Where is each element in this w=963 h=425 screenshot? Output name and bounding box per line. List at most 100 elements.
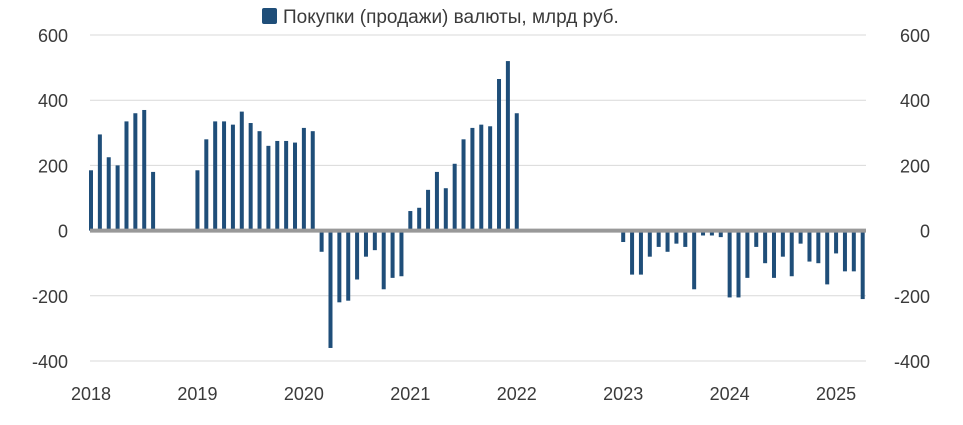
bar bbox=[807, 230, 812, 262]
bar bbox=[319, 230, 324, 252]
bar bbox=[638, 230, 643, 275]
y-tick-label-right: -400 bbox=[894, 352, 930, 372]
bar bbox=[647, 230, 652, 257]
bar bbox=[727, 230, 732, 298]
bar bbox=[674, 230, 679, 244]
bar bbox=[372, 230, 377, 251]
legend-swatch bbox=[262, 8, 277, 24]
bar bbox=[355, 230, 360, 280]
bar bbox=[665, 230, 670, 252]
bar bbox=[204, 139, 209, 231]
bar bbox=[692, 230, 697, 290]
bar bbox=[363, 230, 368, 257]
bar bbox=[89, 170, 93, 231]
bar bbox=[683, 230, 688, 247]
bar bbox=[275, 140, 280, 231]
bar bbox=[266, 145, 271, 231]
bar bbox=[842, 230, 847, 272]
bar bbox=[630, 230, 635, 275]
bar bbox=[443, 188, 448, 231]
bar bbox=[709, 230, 714, 236]
x-tick-label: 2023 bbox=[603, 384, 643, 404]
y-tick-label-left: 400 bbox=[38, 91, 68, 111]
bar bbox=[239, 111, 244, 231]
bar bbox=[479, 124, 484, 231]
bar bbox=[222, 121, 227, 231]
y-tick-label-right: 600 bbox=[900, 26, 930, 46]
y-tick-label-left: 200 bbox=[38, 156, 68, 176]
y-tick-label-right: 400 bbox=[900, 91, 930, 111]
bar bbox=[346, 230, 351, 301]
bar bbox=[860, 230, 865, 300]
bar bbox=[124, 121, 129, 231]
bar bbox=[213, 121, 218, 231]
y-tick-label-right: 0 bbox=[920, 222, 930, 242]
bar bbox=[142, 109, 147, 231]
bar bbox=[310, 131, 315, 231]
bar bbox=[497, 79, 502, 231]
bar bbox=[745, 230, 750, 278]
bar bbox=[798, 230, 803, 244]
bar bbox=[151, 171, 156, 231]
bar bbox=[763, 230, 768, 264]
y-tick-label-left: 600 bbox=[38, 26, 68, 46]
bar bbox=[337, 230, 342, 303]
bar bbox=[390, 230, 395, 278]
bar bbox=[293, 142, 298, 231]
bar bbox=[656, 230, 661, 247]
bar bbox=[470, 127, 475, 231]
y-tick-label-right: -200 bbox=[894, 287, 930, 307]
bar bbox=[701, 230, 706, 236]
y-tick-label-left: -200 bbox=[32, 287, 68, 307]
legend: Покупки (продажи) валюты, млрд руб. bbox=[262, 7, 619, 28]
bar bbox=[514, 113, 519, 231]
bar bbox=[736, 230, 741, 298]
bar bbox=[834, 230, 839, 254]
bar bbox=[789, 230, 794, 277]
bar bbox=[97, 134, 102, 231]
bar bbox=[816, 230, 821, 264]
bar bbox=[771, 230, 776, 278]
bar bbox=[248, 123, 253, 231]
bar bbox=[452, 163, 457, 231]
bar bbox=[488, 126, 493, 231]
x-tick-label: 2022 bbox=[497, 384, 537, 404]
x-axis: 2018 2019 2020 2021 2022 2023 2024 2025 bbox=[71, 384, 856, 404]
bar bbox=[381, 230, 386, 290]
x-tick-label: 2019 bbox=[177, 384, 217, 404]
bar bbox=[284, 140, 289, 231]
bar bbox=[195, 170, 200, 231]
x-tick-label: 2024 bbox=[710, 384, 750, 404]
bars bbox=[89, 61, 865, 348]
y-tick-label-left: -400 bbox=[32, 352, 68, 372]
bar bbox=[408, 211, 413, 231]
bar bbox=[230, 124, 235, 231]
legend-label: Покупки (продажи) валюты, млрд руб. bbox=[283, 7, 619, 28]
bar bbox=[115, 165, 120, 231]
bar bbox=[621, 230, 626, 243]
x-tick-label: 2020 bbox=[284, 384, 324, 404]
bar bbox=[434, 171, 439, 231]
bar bbox=[851, 230, 856, 272]
y-tick-label-left: 0 bbox=[58, 222, 68, 242]
bar bbox=[754, 230, 759, 247]
bar bbox=[718, 230, 723, 238]
bar bbox=[301, 127, 306, 231]
bar bbox=[505, 61, 510, 231]
y-axis-left: 600 400 200 0 -200 -400 bbox=[32, 26, 68, 372]
bar bbox=[399, 230, 404, 277]
bar bbox=[461, 139, 466, 231]
bar bbox=[106, 157, 111, 231]
bar bbox=[257, 131, 262, 231]
y-tick-label-right: 200 bbox=[900, 156, 930, 176]
bar bbox=[426, 189, 431, 231]
bar bbox=[417, 207, 422, 231]
bar bbox=[133, 113, 138, 231]
bar bbox=[328, 230, 333, 348]
x-tick-label: 2021 bbox=[390, 384, 430, 404]
x-tick-label: 2018 bbox=[71, 384, 111, 404]
y-axis-right: 600 400 200 0 -200 -400 bbox=[894, 26, 930, 372]
bar bbox=[825, 230, 830, 285]
x-tick-label: 2025 bbox=[816, 384, 856, 404]
